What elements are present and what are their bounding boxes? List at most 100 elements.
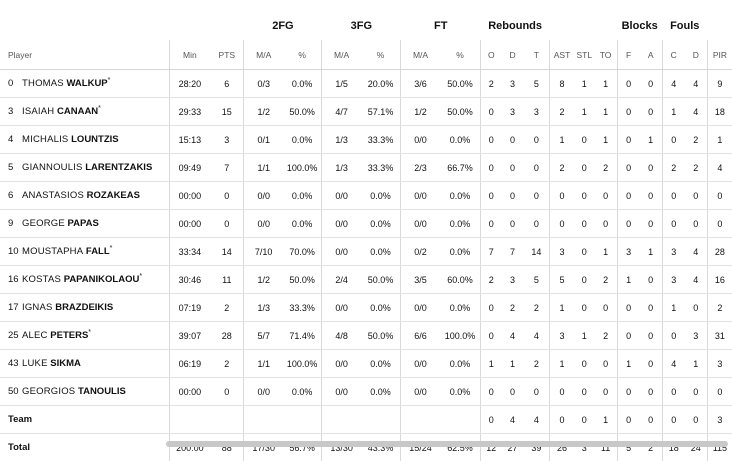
stat-reb-d: 0 [501,154,524,182]
player-first-name[interactable]: ISAIAH [22,106,54,117]
stat-reb-o: 1 [481,350,502,378]
stat-fg3-ma: 0/0 [322,238,361,266]
stat-to: 0 [595,294,618,322]
team-stat-blk-a: 0 [640,406,663,434]
stat-fg3-ma: 0/0 [322,210,361,238]
stat-pts: 2 [210,294,244,322]
stat-fg2-ma: 1/3 [244,294,283,322]
stat-foul-c: 2 [662,154,685,182]
player-first-name[interactable]: KOSTAS [22,274,61,285]
player-last-name[interactable]: SIKMA [50,358,81,369]
stat-fg3-ma: 1/3 [322,126,361,154]
stat-to: 2 [595,154,618,182]
player-last-name[interactable]: FALL [86,246,110,257]
stat-ast: 8 [549,70,574,98]
stat-min: 30:46 [169,266,210,294]
player-first-name[interactable]: MOUSTAPHA [22,246,83,257]
stat-reb-t: 14 [524,238,550,266]
stat-reb-o: 0 [481,126,502,154]
player-last-name[interactable]: PAPANIKOLAOU [64,274,140,285]
team-stat-to: 1 [595,406,618,434]
player-first-name[interactable]: GIANNOULIS [22,162,83,173]
player-first-name[interactable]: THOMAS [22,78,64,89]
stat-fg3-ma: 4/8 [322,322,361,350]
player-first-name[interactable]: MICHALIS [22,134,68,145]
player-first-name[interactable]: GEORGE [22,218,65,229]
stat-foul-c: 0 [662,378,685,406]
team-stat-reb-o: 0 [481,406,502,434]
stat-foul-c: 1 [662,294,685,322]
stat-min: 29:33 [169,98,210,126]
stat-foul-d: 0 [685,182,708,210]
player-last-name[interactable]: TANOULIS [78,386,126,397]
stat-blk-a: 1 [640,238,663,266]
player-last-name[interactable]: PAPAS [68,218,99,229]
stat-foul-c: 3 [662,238,685,266]
stat-foul-d: 4 [685,98,708,126]
stat-reb-d: 4 [501,322,524,350]
stat-pts: 15 [210,98,244,126]
player-last-name[interactable]: CANAAN [57,106,98,117]
stat-reb-d: 3 [501,266,524,294]
stat-blk-f: 0 [617,70,640,98]
stat-ft-ma: 1/2 [401,98,440,126]
group-header-fouls: Fouls [662,0,707,40]
col-header-blk-f: F [617,40,640,70]
stat-blk-a: 0 [640,266,663,294]
col-header-blk-a: A [640,40,663,70]
stat-foul-d: 0 [685,294,708,322]
player-first-name[interactable]: IGNAS [22,302,53,313]
stat-foul-c: 0 [662,210,685,238]
player-first-name[interactable]: ANASTASIOS [22,190,84,201]
stat-stl: 0 [574,378,595,406]
stat-ast: 0 [549,210,574,238]
stat-fg2-ma: 0/1 [244,126,283,154]
stat-blk-f: 0 [617,210,640,238]
group-header-blocks: Blocks [617,0,662,40]
starter-mark: * [98,105,101,112]
player-first-name[interactable]: GEORGIOS [22,386,75,397]
player-first-name[interactable]: ALEC [22,330,48,341]
player-first-name[interactable]: LUKE [22,358,48,369]
jersey-number: 0 [8,78,22,89]
jersey-number: 25 [8,330,22,341]
stat-to: 2 [595,322,618,350]
stat-stl: 0 [574,210,595,238]
stat-fg2-ma: 0/0 [244,210,283,238]
jersey-number: 17 [8,302,22,313]
player-last-name[interactable]: ROZAKEAS [87,190,140,201]
stat-reb-t: 0 [524,210,550,238]
stat-reb-o: 0 [481,154,502,182]
stat-ft-pct: 0.0% [440,210,481,238]
stat-reb-t: 4 [524,322,550,350]
player-last-name[interactable]: WALKUP [66,78,107,89]
stat-reb-d: 2 [501,294,524,322]
player-last-name[interactable]: LARENTZAKIS [85,162,152,173]
stat-reb-t: 5 [524,70,550,98]
starter-mark: * [110,245,113,252]
stat-fg3-pct: 0.0% [361,210,401,238]
stat-fg3-ma: 4/7 [322,98,361,126]
stat-reb-d: 1 [501,350,524,378]
stat-fg3-ma: 0/0 [322,294,361,322]
player-last-name[interactable]: PETERS [50,330,88,341]
stat-reb-o: 0 [481,98,502,126]
stat-fg2-pct: 0.0% [283,378,322,406]
stat-reb-o: 0 [481,210,502,238]
col-header-min: Min [169,40,210,70]
stat-fg2-pct: 70.0% [283,238,322,266]
stat-reb-t: 2 [524,294,550,322]
horizontal-scrollbar[interactable] [166,441,728,447]
stat-fg3-ma: 1/5 [322,70,361,98]
stat-foul-c: 1 [662,98,685,126]
stat-pir: 1 [707,126,732,154]
jersey-number: 10 [8,246,22,257]
stat-fg3-pct: 0.0% [361,238,401,266]
player-last-name[interactable]: BRAZDEIKIS [55,302,113,313]
stat-min: 00:00 [169,182,210,210]
player-last-name[interactable]: LOUNTZIS [71,134,119,145]
stat-fg3-pct: 50.0% [361,266,401,294]
